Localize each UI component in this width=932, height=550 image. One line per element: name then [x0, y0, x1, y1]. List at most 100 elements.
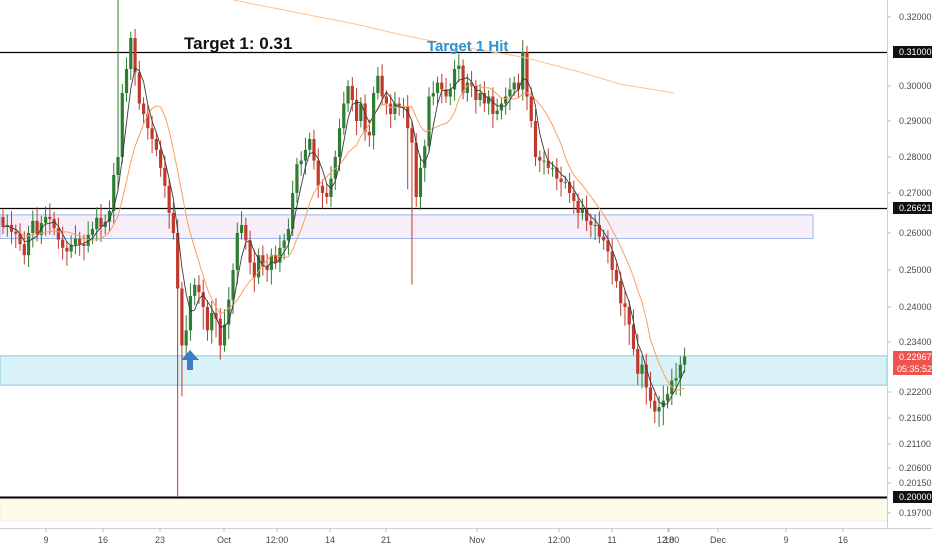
candle	[585, 195, 589, 231]
candle	[325, 183, 329, 205]
candle	[487, 90, 491, 115]
candle	[640, 356, 644, 389]
candle-body	[171, 212, 175, 233]
candle	[107, 200, 112, 232]
candle	[193, 278, 197, 306]
candle	[73, 225, 78, 255]
candle	[431, 81, 435, 106]
candle-body	[610, 251, 614, 270]
candle	[129, 31, 133, 80]
current-price-label: 0.22967	[899, 352, 932, 362]
candle-body	[653, 400, 657, 412]
candle-body	[508, 89, 512, 97]
level-tag-label: 0.31000	[899, 47, 932, 57]
candle-body	[457, 65, 461, 69]
candle-body	[291, 193, 295, 229]
candle-body	[141, 103, 146, 114]
candle-body	[65, 247, 69, 252]
up-arrow-shape	[181, 350, 199, 370]
candle-body	[257, 255, 261, 278]
candle-body	[516, 82, 521, 90]
candle	[227, 287, 231, 340]
countdown-label: 05:35:52	[897, 364, 932, 374]
candle	[274, 245, 278, 270]
candle	[99, 204, 103, 242]
candle	[184, 315, 188, 360]
price-tick-label: 0.21100	[899, 439, 931, 449]
candle	[521, 40, 525, 101]
candle	[239, 211, 244, 240]
candle-body	[154, 139, 158, 150]
price-tick-label: 0.25000	[899, 265, 932, 275]
candle	[631, 309, 636, 356]
candle-body	[52, 218, 56, 229]
candle-body	[538, 157, 542, 161]
candle-body	[193, 284, 197, 296]
candle-body	[376, 75, 380, 93]
candle	[372, 86, 376, 150]
time-tick-label: 9	[783, 535, 788, 545]
candle	[26, 225, 31, 268]
candle	[414, 133, 418, 207]
up-arrow-icon	[181, 350, 199, 370]
candle	[435, 76, 440, 105]
candle	[478, 83, 482, 107]
candle	[176, 219, 180, 497]
candle	[491, 87, 495, 128]
candle	[516, 73, 521, 99]
candle-body	[227, 299, 231, 325]
candle	[286, 218, 291, 255]
candle-body	[231, 270, 235, 300]
candle-body	[299, 160, 303, 165]
candle	[627, 300, 631, 346]
candle	[112, 162, 116, 224]
candle-body	[312, 139, 316, 161]
candle	[525, 45, 529, 111]
candle	[124, 57, 129, 102]
candle-body	[261, 255, 265, 267]
time-tick-label: 14	[325, 535, 335, 545]
candle-body	[678, 364, 682, 379]
candle	[137, 60, 141, 110]
candle	[218, 308, 222, 360]
candle-body	[278, 247, 282, 263]
candle	[384, 90, 388, 115]
candle-body	[576, 200, 580, 213]
candle	[653, 392, 657, 424]
target-label: Target 1: 0.31	[184, 34, 292, 53]
price-tick-label: 0.20150	[899, 478, 932, 488]
candle-body	[648, 387, 653, 401]
candle	[205, 300, 210, 341]
time-tick-label: 18	[664, 535, 674, 545]
candle-body	[359, 103, 363, 121]
candle-body	[435, 82, 440, 93]
candle-body	[636, 348, 640, 374]
level-tag-label: 0.20000	[899, 492, 932, 502]
candle-body	[504, 96, 508, 104]
candle-body	[546, 160, 550, 168]
candle	[614, 263, 619, 288]
candle-body	[1, 216, 5, 227]
candle-body	[406, 107, 410, 129]
candle	[448, 83, 452, 106]
candle	[320, 179, 325, 209]
candle	[593, 214, 597, 241]
candle-body	[295, 164, 299, 193]
candle	[48, 203, 52, 235]
candle-body	[337, 128, 342, 157]
candle-body	[427, 96, 431, 147]
candle	[269, 248, 273, 285]
candle-body	[218, 318, 222, 346]
candle-body	[533, 121, 538, 157]
candle	[380, 64, 384, 106]
candle-body	[180, 288, 184, 346]
candle-body	[372, 93, 376, 136]
time-tick-label: 11	[607, 535, 616, 545]
candle	[665, 386, 670, 409]
candle-body	[48, 216, 52, 219]
candle-body	[563, 182, 567, 184]
candle	[222, 309, 227, 352]
level-tag	[893, 202, 932, 214]
candle-body	[448, 89, 452, 97]
